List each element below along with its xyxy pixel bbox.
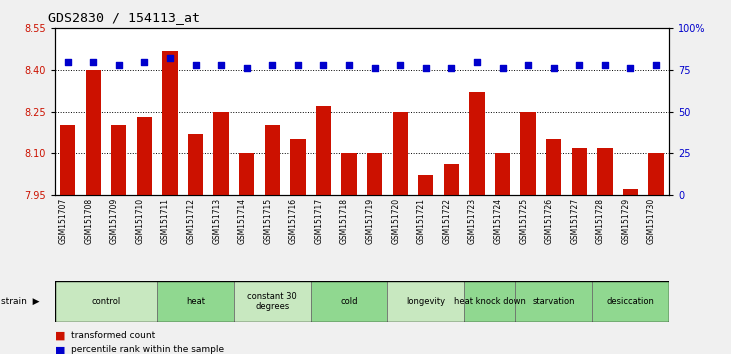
- Bar: [648, 153, 664, 195]
- Point: [548, 65, 559, 71]
- Text: GDS2830 / 154113_at: GDS2830 / 154113_at: [48, 11, 200, 24]
- Text: percentile rank within the sample: percentile rank within the sample: [71, 345, 224, 354]
- Point: [368, 65, 380, 71]
- Text: GSM151714: GSM151714: [238, 198, 246, 244]
- Text: cold: cold: [341, 297, 357, 306]
- Bar: [418, 175, 433, 195]
- Bar: [316, 106, 331, 195]
- Bar: [234, 281, 311, 322]
- Text: GSM151708: GSM151708: [84, 198, 93, 244]
- Bar: [265, 125, 280, 195]
- Text: GSM151718: GSM151718: [340, 198, 349, 244]
- Point: [599, 62, 610, 68]
- Bar: [515, 281, 592, 322]
- Bar: [623, 189, 638, 195]
- Point: [164, 56, 175, 61]
- Point: [240, 65, 252, 71]
- Bar: [111, 125, 126, 195]
- Bar: [311, 281, 387, 322]
- Bar: [572, 148, 587, 195]
- Text: GSM151721: GSM151721: [417, 198, 425, 244]
- Text: GSM151709: GSM151709: [110, 198, 118, 245]
- Text: GSM151723: GSM151723: [468, 198, 477, 244]
- Bar: [469, 92, 485, 195]
- Bar: [157, 281, 234, 322]
- Bar: [520, 112, 536, 195]
- Bar: [213, 112, 229, 195]
- Point: [215, 62, 227, 68]
- Point: [266, 62, 278, 68]
- Text: transformed count: transformed count: [71, 331, 155, 340]
- Bar: [393, 112, 408, 195]
- Text: heat: heat: [186, 297, 205, 306]
- Text: longevity: longevity: [406, 297, 445, 306]
- Point: [650, 62, 662, 68]
- Text: GSM151729: GSM151729: [621, 198, 630, 244]
- Point: [471, 59, 482, 64]
- Text: GSM151725: GSM151725: [519, 198, 528, 244]
- Bar: [546, 139, 561, 195]
- Point: [573, 62, 585, 68]
- Bar: [597, 148, 613, 195]
- Text: GSM151715: GSM151715: [263, 198, 272, 244]
- Point: [138, 59, 150, 64]
- Point: [317, 62, 329, 68]
- Text: GSM151726: GSM151726: [545, 198, 554, 244]
- Bar: [239, 153, 254, 195]
- Text: GSM151722: GSM151722: [442, 198, 451, 244]
- Text: GSM151727: GSM151727: [570, 198, 579, 244]
- Point: [496, 65, 508, 71]
- Point: [113, 62, 124, 68]
- Bar: [188, 134, 203, 195]
- Bar: [341, 153, 357, 195]
- Point: [189, 62, 201, 68]
- Text: GSM151717: GSM151717: [314, 198, 323, 244]
- Text: GSM151712: GSM151712: [186, 198, 195, 244]
- Text: ■: ■: [55, 345, 65, 354]
- Text: GSM151720: GSM151720: [391, 198, 401, 244]
- Point: [522, 62, 534, 68]
- Bar: [86, 70, 101, 195]
- Text: GSM151716: GSM151716: [289, 198, 298, 244]
- Text: GSM151710: GSM151710: [135, 198, 145, 244]
- Text: strain  ▶: strain ▶: [1, 297, 40, 306]
- Point: [445, 65, 457, 71]
- Bar: [592, 281, 669, 322]
- Point: [420, 65, 431, 71]
- Text: control: control: [91, 297, 121, 306]
- Bar: [495, 153, 510, 195]
- Text: GSM151719: GSM151719: [366, 198, 374, 244]
- Point: [624, 65, 636, 71]
- Bar: [387, 281, 464, 322]
- Point: [292, 62, 303, 68]
- Text: GSM151730: GSM151730: [647, 198, 656, 245]
- Point: [343, 62, 355, 68]
- Bar: [290, 139, 306, 195]
- Bar: [162, 51, 178, 195]
- Text: starvation: starvation: [532, 297, 575, 306]
- Bar: [367, 153, 382, 195]
- Text: constant 30
degrees: constant 30 degrees: [247, 292, 298, 312]
- Text: GSM151711: GSM151711: [161, 198, 170, 244]
- Text: GSM151728: GSM151728: [596, 198, 605, 244]
- Text: GSM151713: GSM151713: [212, 198, 221, 244]
- Text: GSM151707: GSM151707: [58, 198, 67, 245]
- Bar: [137, 117, 152, 195]
- Text: GSM151724: GSM151724: [493, 198, 502, 244]
- Bar: [55, 281, 157, 322]
- Point: [61, 59, 73, 64]
- Point: [87, 59, 99, 64]
- Point: [394, 62, 406, 68]
- Bar: [444, 164, 459, 195]
- Bar: [60, 125, 75, 195]
- Text: desiccation: desiccation: [607, 297, 654, 306]
- Text: ■: ■: [55, 331, 65, 341]
- Text: heat knock down: heat knock down: [454, 297, 526, 306]
- Bar: [464, 281, 515, 322]
